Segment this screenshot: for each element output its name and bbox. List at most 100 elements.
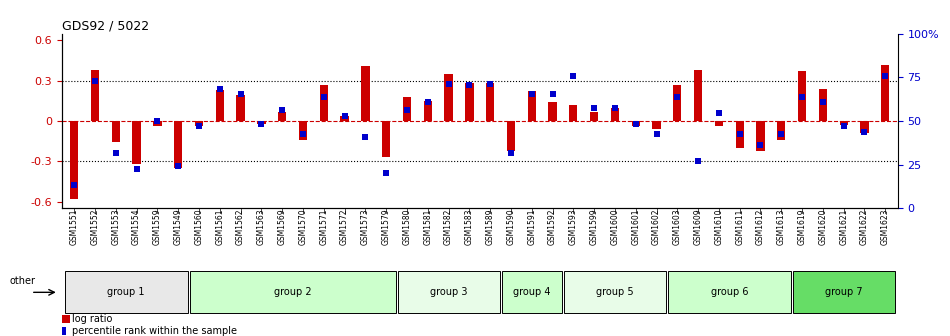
Text: GSM1563: GSM1563 bbox=[256, 208, 266, 245]
Text: group 7: group 7 bbox=[825, 287, 863, 297]
Text: GSM1551: GSM1551 bbox=[69, 208, 79, 245]
Bar bbox=[70, 121, 79, 199]
Bar bbox=[632, 121, 640, 126]
Text: GSM1590: GSM1590 bbox=[506, 208, 516, 245]
Bar bbox=[674, 85, 681, 121]
Text: GSM1621: GSM1621 bbox=[839, 208, 848, 245]
Text: GSM1602: GSM1602 bbox=[652, 208, 661, 245]
Text: GSM1610: GSM1610 bbox=[714, 208, 723, 245]
Bar bbox=[424, 101, 432, 121]
Bar bbox=[777, 121, 786, 140]
Text: GSM1591: GSM1591 bbox=[527, 208, 536, 245]
Text: GSM1622: GSM1622 bbox=[860, 208, 869, 245]
Bar bbox=[548, 102, 557, 121]
Text: GSM1589: GSM1589 bbox=[485, 208, 495, 245]
Text: percentile rank within the sample: percentile rank within the sample bbox=[72, 326, 238, 336]
Bar bbox=[735, 121, 744, 148]
Bar bbox=[502, 271, 561, 313]
Text: GSM1623: GSM1623 bbox=[881, 208, 890, 245]
Text: GSM1620: GSM1620 bbox=[818, 208, 827, 245]
Text: GSM1582: GSM1582 bbox=[444, 208, 453, 245]
Text: GSM1581: GSM1581 bbox=[424, 208, 432, 245]
Bar bbox=[132, 121, 141, 164]
Bar bbox=[798, 71, 807, 121]
Text: GSM1609: GSM1609 bbox=[694, 208, 703, 245]
Text: GSM1572: GSM1572 bbox=[340, 208, 349, 245]
Text: GSM1592: GSM1592 bbox=[548, 208, 557, 245]
Bar bbox=[398, 271, 500, 313]
Bar bbox=[257, 121, 266, 124]
Text: GSM1619: GSM1619 bbox=[798, 208, 807, 245]
Bar bbox=[466, 83, 473, 121]
Text: GSM1600: GSM1600 bbox=[611, 208, 619, 245]
Text: group 3: group 3 bbox=[429, 287, 467, 297]
Text: group 6: group 6 bbox=[711, 287, 748, 297]
Text: group 4: group 4 bbox=[513, 287, 550, 297]
Text: GSM1603: GSM1603 bbox=[673, 208, 682, 245]
Text: group 2: group 2 bbox=[274, 287, 312, 297]
Text: GSM1549: GSM1549 bbox=[174, 208, 182, 245]
Bar bbox=[299, 121, 307, 140]
Bar bbox=[403, 97, 411, 121]
Bar bbox=[756, 121, 765, 151]
Bar bbox=[237, 95, 245, 121]
Bar bbox=[569, 105, 578, 121]
Text: GSM1559: GSM1559 bbox=[153, 208, 162, 245]
Text: GSM1583: GSM1583 bbox=[465, 208, 474, 245]
Text: GSM1562: GSM1562 bbox=[237, 208, 245, 245]
Bar bbox=[153, 121, 162, 126]
Bar bbox=[62, 315, 70, 323]
Text: GSM1561: GSM1561 bbox=[216, 208, 224, 245]
Text: GSM1579: GSM1579 bbox=[382, 208, 390, 245]
Bar bbox=[840, 121, 847, 125]
Bar bbox=[590, 112, 598, 121]
Bar bbox=[278, 112, 286, 121]
Bar bbox=[668, 271, 790, 313]
Text: GSM1612: GSM1612 bbox=[756, 208, 765, 245]
Bar bbox=[65, 271, 187, 313]
Bar bbox=[861, 121, 868, 133]
Bar bbox=[91, 70, 99, 121]
Bar bbox=[714, 121, 723, 126]
Text: GDS92 / 5022: GDS92 / 5022 bbox=[62, 19, 149, 33]
Text: GSM1580: GSM1580 bbox=[403, 208, 411, 245]
Bar bbox=[819, 89, 827, 121]
Bar bbox=[382, 121, 390, 157]
Text: GSM1611: GSM1611 bbox=[735, 208, 744, 245]
Text: GSM1573: GSM1573 bbox=[361, 208, 370, 245]
Bar bbox=[564, 271, 666, 313]
Bar bbox=[190, 271, 395, 313]
Text: GSM1613: GSM1613 bbox=[777, 208, 786, 245]
Text: GSM1554: GSM1554 bbox=[132, 208, 142, 245]
Text: log ratio: log ratio bbox=[72, 314, 113, 324]
Text: GSM1599: GSM1599 bbox=[590, 208, 598, 245]
Text: other: other bbox=[10, 276, 35, 286]
Text: GSM1553: GSM1553 bbox=[111, 208, 121, 245]
Bar bbox=[881, 65, 889, 121]
Text: GSM1552: GSM1552 bbox=[90, 208, 100, 245]
Bar bbox=[792, 271, 895, 313]
Bar bbox=[527, 91, 536, 121]
Bar bbox=[486, 83, 494, 121]
Text: GSM1560: GSM1560 bbox=[195, 208, 203, 245]
Bar bbox=[361, 66, 370, 121]
Bar bbox=[506, 121, 515, 151]
Text: GSM1601: GSM1601 bbox=[631, 208, 640, 245]
Bar bbox=[445, 74, 453, 121]
Bar bbox=[195, 121, 203, 126]
Bar bbox=[174, 121, 182, 168]
Bar bbox=[611, 108, 619, 121]
Bar bbox=[694, 70, 702, 121]
Bar bbox=[112, 121, 120, 142]
Text: GSM1571: GSM1571 bbox=[319, 208, 329, 245]
Bar bbox=[340, 116, 349, 121]
Bar bbox=[62, 327, 66, 335]
Text: GSM1569: GSM1569 bbox=[277, 208, 287, 245]
Text: group 1: group 1 bbox=[107, 287, 145, 297]
Bar bbox=[653, 121, 660, 129]
Text: GSM1593: GSM1593 bbox=[569, 208, 578, 245]
Text: group 5: group 5 bbox=[596, 287, 634, 297]
Bar bbox=[216, 90, 224, 121]
Bar bbox=[319, 85, 328, 121]
Text: GSM1570: GSM1570 bbox=[298, 208, 308, 245]
